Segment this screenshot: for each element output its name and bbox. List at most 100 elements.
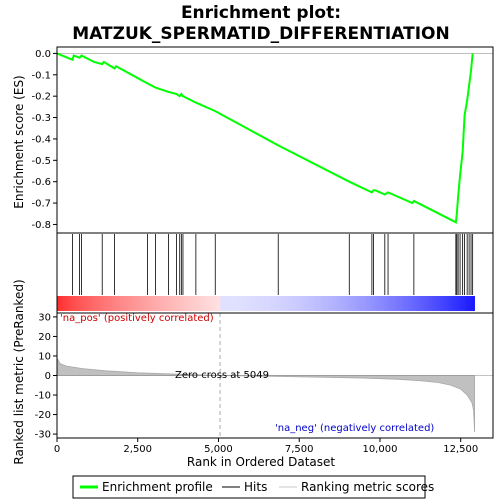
es-plot-area — [57, 47, 493, 233]
metric-axis-label: Ranked list metric (PreRanked) — [12, 279, 26, 464]
rank-color-bar-segment — [389, 296, 392, 311]
rank-color-bar-segment — [229, 296, 233, 311]
rank-color-bar-segment — [307, 296, 310, 311]
rank-color-bar-segment — [94, 296, 98, 311]
rank-color-bar-segment — [148, 296, 151, 311]
rank-color-bar-segment — [174, 296, 177, 311]
rank-color-bar-segment — [98, 296, 102, 311]
rank-color-bar-segment — [396, 296, 400, 311]
rank-color-bar-segment — [199, 296, 202, 311]
rank-color-bar-segment — [77, 296, 81, 311]
rank-color-bar-segment — [324, 296, 327, 311]
rank-color-bar-segment — [191, 296, 195, 311]
rank-color-bar-segment — [187, 296, 191, 311]
rank-color-bar-segment — [87, 296, 90, 311]
rank-color-bar-segment — [256, 296, 259, 311]
rank-color-bar-segment — [79, 296, 83, 311]
enrichment-score-panel: 0.0 -0.1 -0.2 -0.3 -0.4 -0.5 -0.6 -0.7 -0.8 — [31, 46, 494, 234]
rank-color-bar-segment — [112, 296, 115, 311]
rank-color-bar-segment — [466, 296, 470, 311]
rank-color-bar-segment — [311, 296, 314, 311]
rank-color-bar-segment — [362, 296, 365, 311]
rank-color-bar-segment — [231, 296, 234, 311]
rank-color-bar-segment — [279, 296, 282, 311]
rank-color-bar-segment — [463, 296, 466, 311]
rank-color-bar-segment — [115, 296, 119, 311]
rank-color-bar-segment — [58, 296, 62, 311]
rank-color-bar-segment — [85, 296, 88, 311]
rank-color-bar-segment — [442, 296, 445, 311]
rank-color-bar-segment — [417, 296, 420, 311]
rank-color-bar-segment — [57, 296, 60, 311]
rank-color-bar-segment — [127, 296, 130, 311]
rank-color-bar-segment — [197, 296, 200, 311]
rank-color-bar-segment — [129, 296, 132, 311]
rank-color-bar-segment — [134, 296, 138, 311]
rank-color-bar-segment — [186, 296, 189, 311]
rank-color-bar-segment — [172, 296, 176, 311]
rank-color-bar-segment — [296, 296, 299, 311]
rank-color-bar-segment — [347, 296, 350, 311]
rank-color-bar-segment — [337, 296, 341, 311]
rank-color-bar-segment — [91, 296, 94, 311]
rank-color-bar-segment — [468, 296, 472, 311]
rank-color-bar-segment — [269, 296, 272, 311]
rank-color-bar-segment — [75, 296, 79, 311]
rank-color-bar-segment — [449, 296, 453, 311]
rank-color-bar-segment — [104, 296, 107, 311]
rank-color-bar-segment — [151, 296, 155, 311]
rank-color-bar-segment — [402, 296, 405, 311]
rank-color-bar-segment — [351, 296, 354, 311]
rank-color-bar-segment — [330, 296, 333, 311]
rank-color-bar-segment — [142, 296, 145, 311]
rank-color-bar-segment — [345, 296, 348, 311]
rank-color-bar-segment — [461, 296, 464, 311]
rank-color-bar-segment — [453, 296, 457, 311]
rank-color-bar-segment — [290, 296, 293, 311]
rank-color-bar-segment — [373, 296, 377, 311]
rank-color-bar-segment — [391, 296, 394, 311]
rank-color-bar-segment — [233, 296, 236, 311]
rank-color-bar-segment — [322, 296, 326, 311]
chart-title-line1: Enrichment plot: — [181, 3, 341, 23]
es-axis-label: Enrichment score (ES) — [12, 75, 26, 208]
rank-color-bar-segment — [201, 296, 204, 311]
rank-color-bar-segment — [280, 296, 284, 311]
rank-color-bar-segment — [421, 296, 424, 311]
rank-color-bar-segment — [341, 296, 345, 311]
rank-color-bar-segment — [375, 296, 379, 311]
rank-color-bar-segment — [356, 296, 360, 311]
rank-color-bar-segment — [138, 296, 141, 311]
rank-color-bar-segment — [385, 296, 388, 311]
rank-color-bar-segment — [358, 296, 362, 311]
rank-color-bar-segment — [106, 296, 109, 311]
rank-color-bar-segment — [224, 296, 227, 311]
neg-correlated-label: 'na_neg' (negatively correlated) — [275, 423, 434, 434]
rank-color-bar-segment — [366, 296, 369, 311]
legend: Enrichment profile Hits Ranking metric s… — [72, 475, 434, 499]
rank-color-bar-segment — [275, 296, 278, 311]
rank-color-bar-segment — [100, 296, 103, 311]
rank-color-bar-segment — [286, 296, 289, 311]
rank-color-bar-segment — [440, 296, 443, 311]
rank-color-bar-segment — [336, 296, 339, 311]
rank-color-bar-segment — [406, 296, 409, 311]
rank-color-bar-segment — [155, 296, 159, 311]
es-ytick-label: -0.4 — [31, 134, 51, 145]
rank-color-bar-segment — [146, 296, 149, 311]
rank-color-bar-segment — [353, 296, 356, 311]
rank-color-bar-segment — [144, 296, 147, 311]
rank-color-bar-segment — [364, 296, 367, 311]
rank-color-bar-segment — [193, 296, 196, 311]
rank-color-bar-segment — [68, 296, 71, 311]
legend-enrichment-label: Enrichment profile — [102, 480, 213, 494]
rank-color-bar-segment — [153, 296, 157, 311]
rank-color-bar-segment — [288, 296, 291, 311]
rank-color-bar-segment — [349, 296, 352, 311]
rank-color-bar-segment — [246, 296, 250, 311]
rank-color-bar-segment — [136, 296, 140, 311]
rank-color-bar-segment — [343, 296, 346, 311]
rank-color-bar-segment — [317, 296, 320, 311]
rank-color-bar-segment — [64, 296, 67, 311]
rank-color-bar-segment — [383, 296, 386, 311]
